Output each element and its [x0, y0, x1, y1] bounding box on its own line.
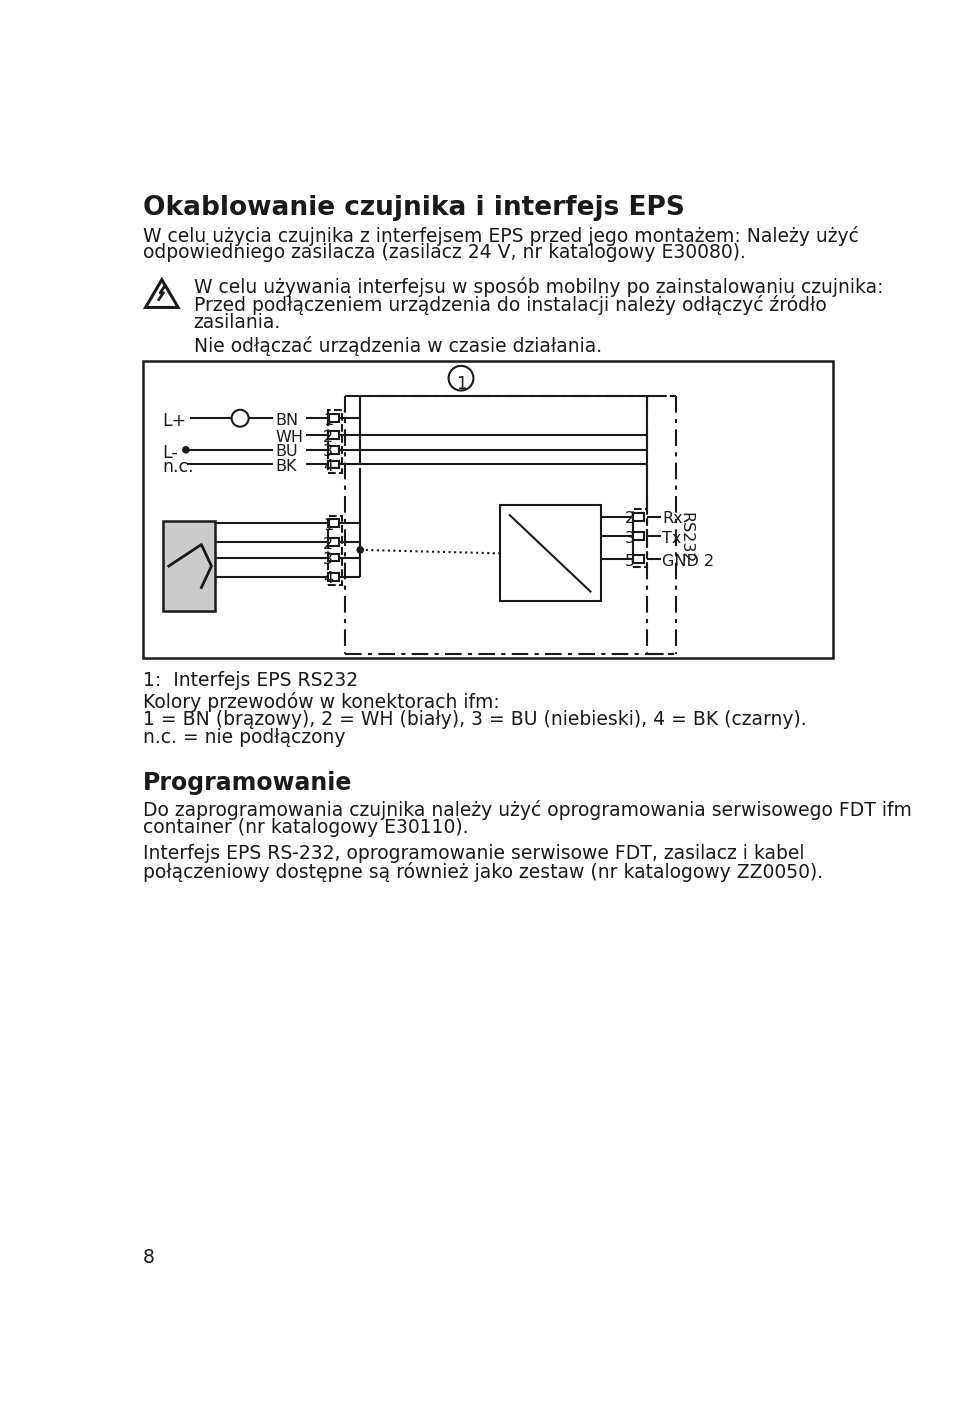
Text: 1: 1 — [324, 413, 333, 429]
Text: odpowiedniego zasilacza (zasilacz 24 V, nr katalogowy E30080).: odpowiedniego zasilacza (zasilacz 24 V, … — [143, 244, 746, 263]
Text: 8: 8 — [143, 1249, 156, 1267]
Text: Tx: Tx — [662, 531, 682, 546]
Text: 2: 2 — [625, 511, 635, 526]
Bar — [328, 517, 343, 585]
Bar — [328, 414, 339, 421]
Bar — [328, 538, 339, 546]
Circle shape — [357, 546, 363, 553]
Circle shape — [231, 410, 249, 427]
Circle shape — [448, 366, 473, 390]
Text: GND 2: GND 2 — [662, 553, 714, 569]
Text: L-: L- — [162, 444, 179, 461]
Text: BN: BN — [275, 413, 299, 429]
Bar — [328, 573, 339, 580]
Text: 4: 4 — [324, 458, 333, 474]
Text: 4: 4 — [324, 572, 333, 586]
Text: Rx: Rx — [662, 511, 684, 526]
Text: Interfejs EPS RS-232, oprogramowanie serwisowe FDT, zasilacz i kabel: Interfejs EPS RS-232, oprogramowanie ser… — [143, 844, 804, 863]
Text: n.c. = nie podłączony: n.c. = nie podłączony — [143, 728, 346, 746]
Text: 1 = BN (brązowy), 2 = WH (biały), 3 = BU (niebieski), 4 = BK (czarny).: 1 = BN (brązowy), 2 = WH (biały), 3 = BU… — [143, 710, 806, 729]
Text: container (nr katalogowy E30110).: container (nr katalogowy E30110). — [143, 817, 468, 837]
Text: Okablowanie czujnika i interfejs EPS: Okablowanie czujnika i interfejs EPS — [143, 194, 685, 221]
Bar — [633, 512, 644, 521]
Text: 3: 3 — [625, 531, 635, 546]
Text: 3: 3 — [324, 444, 333, 460]
Text: Do zaprogramowania czujnika należy użyć oprogramowania serwisowego FDT ifm: Do zaprogramowania czujnika należy użyć … — [143, 800, 912, 820]
Text: RS232: RS232 — [679, 512, 693, 563]
Text: zasilania.: zasilania. — [194, 312, 281, 332]
Text: 3: 3 — [324, 552, 333, 568]
Bar — [328, 431, 339, 438]
Text: 1: 1 — [324, 518, 333, 532]
Bar — [500, 505, 601, 602]
Text: Kolory przewodów w konektorach ifm:: Kolory przewodów w konektorach ifm: — [143, 692, 500, 712]
Text: 2: 2 — [324, 430, 333, 444]
Bar — [143, 362, 833, 657]
Bar — [633, 555, 644, 563]
Text: 5: 5 — [625, 553, 635, 569]
Bar — [328, 553, 339, 562]
Bar — [328, 446, 339, 454]
Bar — [328, 461, 339, 468]
Bar — [162, 521, 215, 612]
Circle shape — [182, 447, 189, 453]
Text: W celu używania interfejsu w sposób mobilny po zainstalowaniu czujnika:: W celu używania interfejsu w sposób mobi… — [194, 277, 883, 297]
Text: Programowanie: Programowanie — [143, 771, 352, 795]
Text: BU: BU — [275, 444, 298, 460]
Text: 1: 1 — [456, 375, 467, 393]
Bar — [633, 509, 647, 566]
Text: W celu użycia czujnika z interfejsem EPS przed jego montażem: Należy użyć: W celu użycia czujnika z interfejsem EPS… — [143, 226, 859, 245]
Text: Przed podłączeniem urządzenia do instalacji należy odłączyć źródło: Przed podłączeniem urządzenia do instala… — [194, 295, 827, 315]
Text: BK: BK — [275, 458, 297, 474]
Bar — [328, 410, 343, 473]
Text: 2: 2 — [324, 536, 333, 552]
Text: n.c.: n.c. — [162, 458, 194, 477]
Text: WH: WH — [275, 430, 303, 444]
Text: Nie odłączać urządzenia w czasie działania.: Nie odłączać urządzenia w czasie działan… — [194, 336, 602, 356]
Text: 1:  Interfejs EPS RS232: 1: Interfejs EPS RS232 — [143, 671, 358, 690]
Text: połączeniowy dostępne są również jako zestaw (nr katalogowy ZZ0050).: połączeniowy dostępne są również jako ze… — [143, 861, 824, 881]
Text: L+: L+ — [162, 412, 187, 430]
Bar — [328, 519, 339, 526]
Bar — [633, 532, 644, 539]
